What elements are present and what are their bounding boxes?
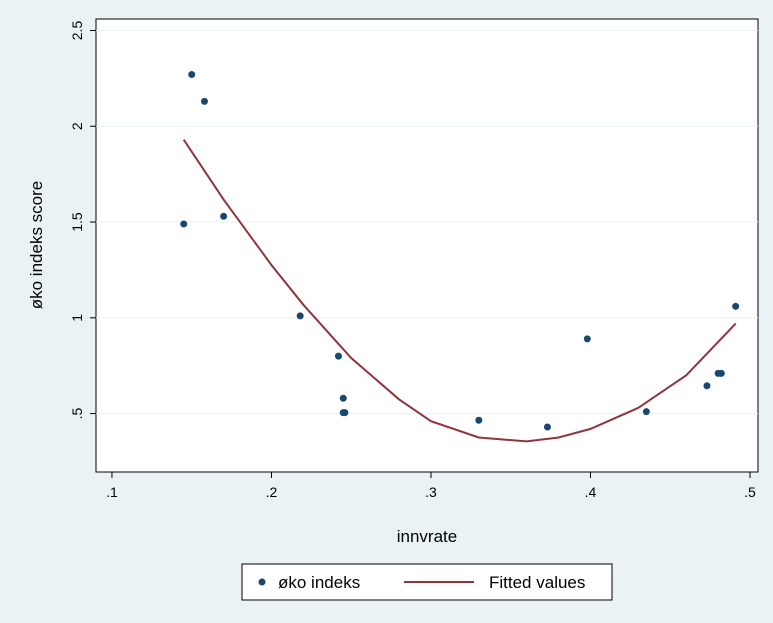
data-point	[200, 97, 208, 105]
plot-area	[95, 18, 759, 473]
x-tick-label: .1	[106, 484, 118, 500]
legend-point-marker	[258, 578, 266, 586]
x-axis: .1 .2 .3 .4 .5	[106, 472, 756, 500]
data-point	[732, 302, 740, 310]
data-point	[296, 312, 304, 320]
scatter-points	[180, 71, 740, 431]
x-tick-label: .2	[266, 484, 278, 500]
legend: øko indeks Fitted values	[241, 563, 613, 601]
y-tick-label: 2	[69, 122, 85, 130]
y-tick-label: .5	[69, 408, 85, 420]
fitted-values-line	[182, 139, 737, 443]
legend-label-fit: Fitted values	[489, 573, 585, 592]
data-point	[339, 394, 347, 402]
data-point	[703, 382, 711, 390]
x-axis-title: innvrate	[397, 527, 457, 546]
data-point	[717, 369, 725, 377]
x-tick-label: .3	[425, 484, 437, 500]
data-point	[220, 212, 228, 220]
x-tick-label: .5	[744, 484, 756, 500]
data-point	[583, 335, 591, 343]
y-axis-title: øko indeks score	[27, 181, 46, 310]
data-point	[341, 409, 349, 417]
legend-label-points: øko indeks	[278, 573, 360, 592]
y-tick-label: 1	[69, 314, 85, 322]
data-point	[642, 408, 650, 416]
y-tick-label: 2.5	[69, 21, 85, 41]
y-axis: .5 1 1.5 2 2.5	[69, 21, 96, 420]
data-point	[475, 416, 483, 424]
x-tick-label: .4	[585, 484, 597, 500]
data-point	[543, 423, 551, 431]
data-point	[334, 352, 342, 360]
data-point	[180, 220, 188, 228]
data-point	[188, 71, 196, 79]
y-tick-label: 1.5	[69, 212, 85, 232]
